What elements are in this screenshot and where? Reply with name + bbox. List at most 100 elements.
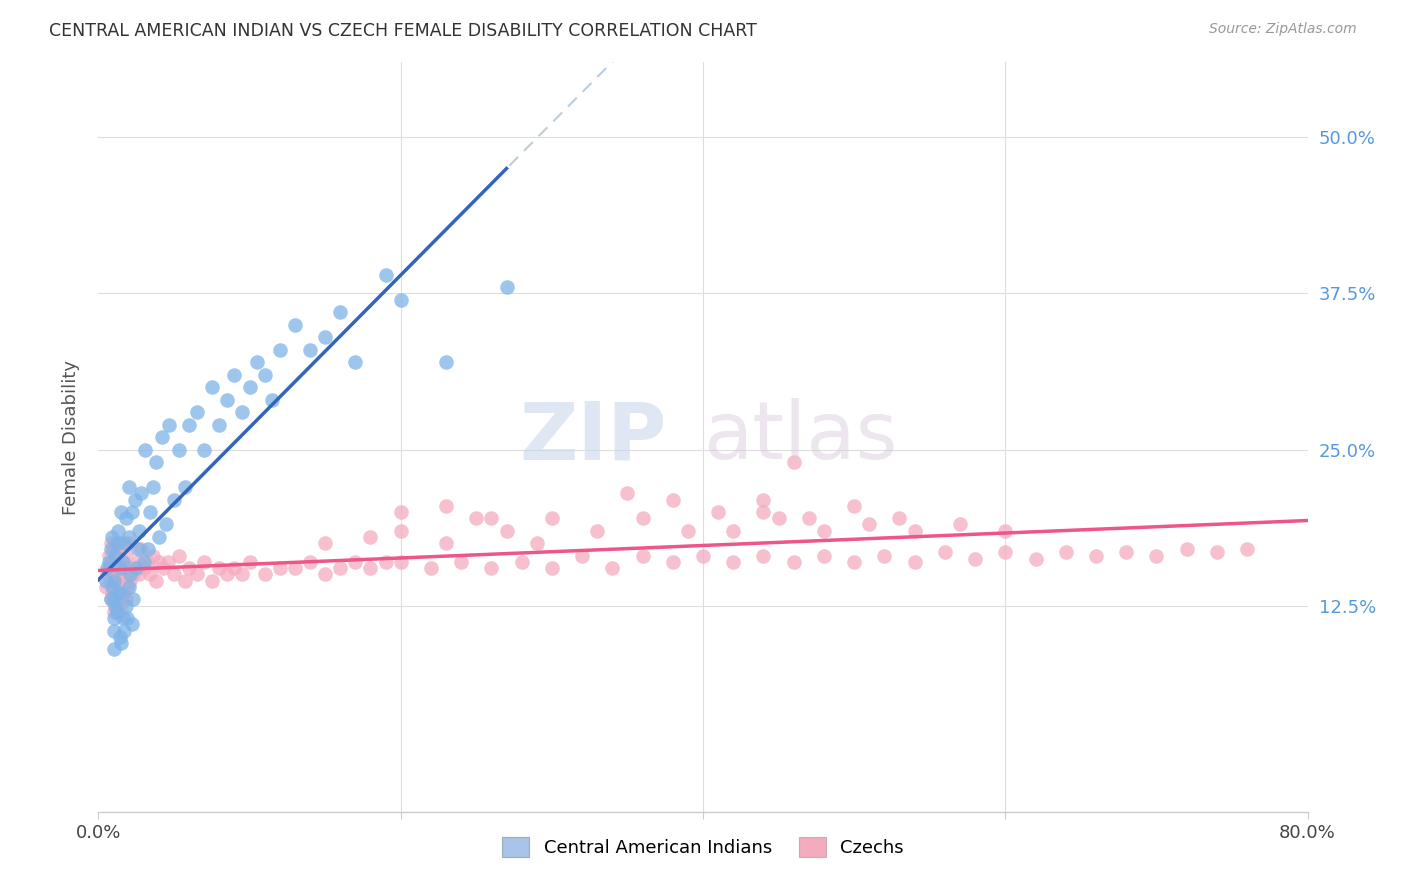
Point [150,430,173,444]
Point [103,592,125,607]
Point [231,567,253,582]
Point [889,511,911,525]
Point [118,536,141,550]
Point [813,524,835,538]
Point [299,555,322,569]
Point [96,567,118,582]
Point [152,561,174,575]
Point [434,499,457,513]
Point [127,555,149,569]
Point [129,542,152,557]
Point [135,555,157,569]
Point [145,455,167,469]
Point [586,524,609,538]
Point [101,530,124,544]
Point [104,574,127,588]
Point [389,524,412,538]
Point [904,524,927,538]
Legend: Central American Indians, Czechs: Central American Indians, Czechs [494,829,912,866]
Point [269,561,291,575]
Point [100,574,122,588]
Point [105,592,128,607]
Point [139,567,162,582]
Point [100,536,122,550]
Point [752,505,775,519]
Point [284,561,307,575]
Point [132,561,155,575]
Point [374,268,396,282]
Point [114,549,136,563]
Point [163,567,186,582]
Point [329,561,352,575]
Point [481,561,503,575]
Point [495,524,517,538]
Point [114,599,136,613]
Point [100,592,122,607]
Point [142,480,165,494]
Point [360,530,382,544]
Point [115,580,138,594]
Point [344,555,367,569]
Point [676,524,699,538]
Point [201,380,224,394]
Point [98,549,121,563]
Point [1206,545,1229,559]
Point [104,549,127,563]
Point [1236,542,1258,557]
Point [465,511,488,525]
Point [253,368,276,382]
Point [105,549,128,563]
Point [103,605,125,619]
Point [540,561,562,575]
Point [105,536,128,550]
Point [723,555,745,569]
Point [103,561,125,575]
Text: atlas: atlas [703,398,897,476]
Point [103,624,125,638]
Point [121,617,143,632]
Point [129,486,152,500]
Point [120,574,142,588]
Point [389,505,412,519]
Point [389,555,412,569]
Point [965,552,987,566]
Point [148,530,170,544]
Point [1054,545,1077,559]
Point [239,380,262,394]
Point [661,555,683,569]
Point [110,636,132,650]
Point [96,561,118,575]
Point [193,555,215,569]
Point [360,561,382,575]
Point [121,561,143,575]
Point [103,580,125,594]
Point [120,567,142,582]
Point [145,574,167,588]
Point [215,392,238,407]
Point [110,586,132,600]
Point [114,511,136,525]
Point [208,417,231,432]
Point [104,542,127,557]
Text: ZIP: ZIP [519,398,666,476]
Point [163,492,186,507]
Point [949,517,972,532]
Point [107,586,129,600]
Point [1024,552,1046,566]
Point [107,555,129,569]
Text: CENTRAL AMERICAN INDIAN VS CZECH FEMALE DISABILITY CORRELATION CHART: CENTRAL AMERICAN INDIAN VS CZECH FEMALE … [49,22,756,40]
Point [873,549,896,563]
Point [139,505,162,519]
Point [813,549,835,563]
Point [314,330,336,344]
Point [215,567,238,582]
Point [844,555,866,569]
Point [1115,545,1137,559]
Point [103,611,125,625]
Point [108,599,131,613]
Point [1175,542,1198,557]
Point [661,492,683,507]
Point [100,592,122,607]
Point [269,343,291,357]
Point [107,586,129,600]
